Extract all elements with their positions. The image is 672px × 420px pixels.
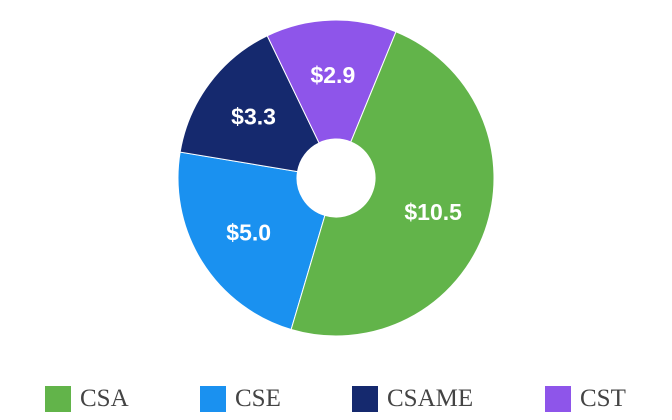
legend-swatch-csa xyxy=(45,386,71,412)
data-label-cse: $5.0 xyxy=(226,220,271,246)
legend-swatch-csame xyxy=(352,386,378,412)
legend-item-cst: CST xyxy=(545,383,626,415)
legend-label-cse: CSE xyxy=(235,385,281,412)
legend-swatch-cst xyxy=(545,386,571,412)
data-label-csame: $3.3 xyxy=(231,103,276,129)
slice-csa xyxy=(290,31,495,337)
legend-label-cst: CST xyxy=(580,385,626,412)
slice-data-labels: $5.0 $3.3 $2.9 $10.5 xyxy=(226,62,462,246)
data-label-cst: $2.9 xyxy=(310,62,355,88)
slice-cst xyxy=(266,19,397,144)
slice-csame xyxy=(179,35,320,173)
legend-item-csa: CSA xyxy=(45,383,129,415)
slice-cse xyxy=(177,151,326,331)
legend-item-cse: CSE xyxy=(200,383,281,415)
legend-swatch-cse xyxy=(200,386,226,412)
legend-label-csa: CSA xyxy=(80,385,129,412)
legend-label-csame: CSAME xyxy=(387,385,474,412)
donut-slices xyxy=(177,19,495,337)
donut-chart: $5.0 $3.3 $2.9 $10.5 xyxy=(177,19,495,337)
data-label-csa: $10.5 xyxy=(404,199,462,225)
legend-item-csame: CSAME xyxy=(352,383,473,415)
chart-legend: CSA CSE CSAME CST xyxy=(0,383,672,415)
